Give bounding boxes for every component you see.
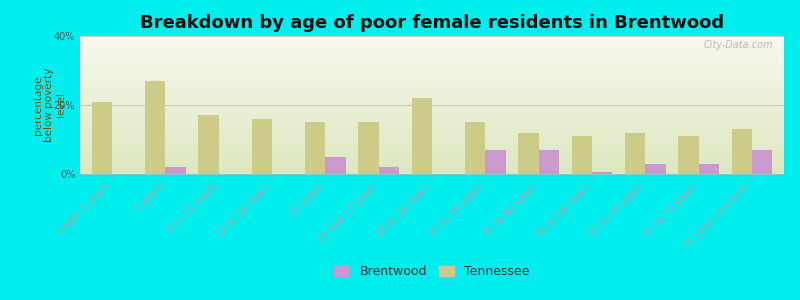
Bar xyxy=(752,150,772,174)
Bar xyxy=(305,122,326,174)
Bar xyxy=(572,136,592,174)
Bar xyxy=(145,81,166,174)
Y-axis label: percentage
below poverty
level: percentage below poverty level xyxy=(33,68,66,142)
Bar xyxy=(166,167,186,174)
Legend: Brentwood, Tennessee: Brentwood, Tennessee xyxy=(330,260,534,283)
Bar xyxy=(678,136,698,174)
Bar xyxy=(592,172,612,174)
Bar xyxy=(198,115,218,174)
Bar xyxy=(92,101,112,174)
Bar xyxy=(412,98,432,174)
Bar xyxy=(326,157,346,174)
Bar xyxy=(646,164,666,174)
Bar xyxy=(358,122,378,174)
Bar xyxy=(465,122,486,174)
Bar xyxy=(252,119,272,174)
Bar xyxy=(486,150,506,174)
Bar xyxy=(732,129,752,174)
Bar xyxy=(378,167,399,174)
Bar xyxy=(538,150,559,174)
Text: City-Data.com: City-Data.com xyxy=(704,40,774,50)
Title: Breakdown by age of poor female residents in Brentwood: Breakdown by age of poor female resident… xyxy=(140,14,724,32)
Bar xyxy=(625,133,646,174)
Bar xyxy=(698,164,719,174)
Bar xyxy=(518,133,538,174)
